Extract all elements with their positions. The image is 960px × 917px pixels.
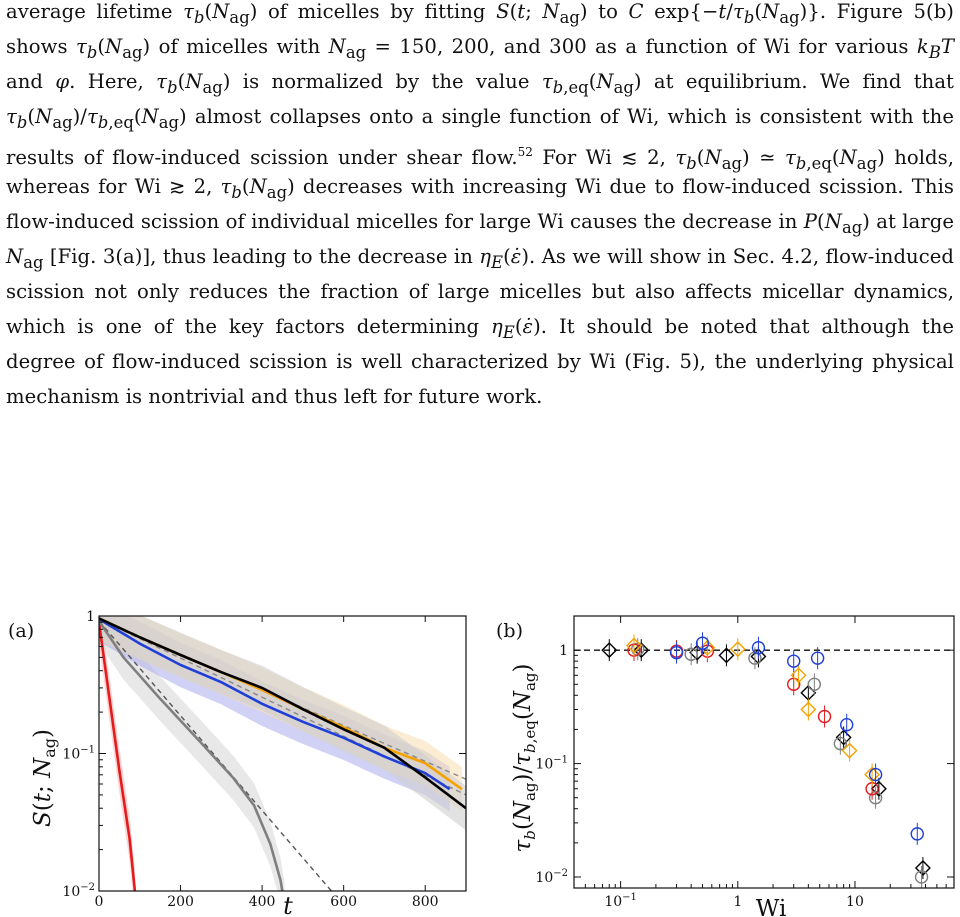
text-line-4: τb(Nag)/τb,eq(Nag) almost collapses onto…: [6, 105, 954, 132]
marker-s1-p3: [807, 677, 822, 691]
marker-s0-p8: [914, 860, 931, 877]
marker-s3-p3: [790, 667, 807, 684]
marker-s0-p6: [835, 729, 852, 746]
marker-s4-p6: [868, 767, 883, 782]
axes-frame-b: [573, 615, 955, 889]
x-axis-label-a: t: [283, 892, 293, 917]
text-line-3: and φ. Here, τb(Nag) is normalized by th…: [6, 70, 954, 97]
figure-5b: (b) 10−1 1 10 1 10−1 10−2 Wi τb(Nag)/τb,eq(Na…: [496, 615, 955, 917]
text-line-5: results of flow-induced scission under s…: [6, 145, 955, 173]
x-axis-label-b: Wi: [756, 896, 787, 917]
marker-s4-p7: [910, 827, 924, 841]
marker-s3-p5: [841, 742, 858, 759]
y-tick-label-a-0: 1: [86, 609, 95, 625]
x-tick-label-a-3: 600: [330, 894, 357, 910]
marker-s0-p3: [718, 647, 735, 664]
x-tick-label-b-2: 10: [846, 894, 864, 910]
series-line-4: [99, 617, 466, 810]
marker-s0-p0: [601, 642, 618, 659]
y-tick-label-a-1: 10−1: [62, 745, 95, 763]
y-axis-label-b: τb(Nag)/τb,eq(Nag): [510, 664, 539, 853]
text-line-2: shows τb(Nag) of micelles with Nag = 150…: [6, 35, 954, 62]
x-tick-label-a-0: 0: [95, 894, 104, 910]
marker-s3-p6: [864, 766, 881, 783]
text-line-9: scission not only reduces the fraction o…: [6, 280, 954, 303]
x-tick-label-a-1: 200: [167, 894, 194, 910]
x-tick-label-b-1: 1: [733, 894, 742, 910]
text-line-6: whereas for Wi ≳ 2, τb(Nag) decreases wi…: [6, 175, 955, 202]
text-line-10: which is one of the key factors determin…: [6, 315, 955, 342]
marker-s3-p0: [625, 637, 642, 654]
text-line-8: Nag [Fig. 3(a)], thus leading to the dec…: [6, 245, 954, 272]
text-line-12: mechanism is nontrivial and thus left fo…: [6, 385, 543, 408]
y-axis-label-a: S(t; Nag): [30, 729, 59, 827]
marker-s4-p2: [751, 641, 766, 655]
fit-line-1: [99, 618, 466, 796]
marker-s4-p4: [810, 651, 825, 665]
marker-s4-p5: [840, 718, 854, 732]
plot-area-b: 10−1 1 10 1 10−1 10−2: [535, 615, 955, 910]
y-tick-label-a-2: 10−2: [62, 882, 95, 900]
confidence-band-1: [99, 616, 285, 891]
panel-label-a: (a): [8, 620, 34, 642]
marker-s4-p0: [669, 645, 684, 660]
marker-s1-p5: [868, 791, 883, 805]
y-tick-label-b-0: 1: [559, 643, 568, 659]
marker-s4-p1: [695, 636, 710, 650]
series-line-2: [99, 617, 451, 791]
marker-s3-p2: [729, 641, 746, 658]
y-tick-label-b-1: 10−1: [535, 755, 568, 773]
marker-s0-p7: [870, 780, 887, 797]
marker-s0-p1: [633, 642, 650, 659]
series-group-a: [99, 616, 466, 891]
x-tick-label-a-4: 800: [412, 894, 439, 910]
marker-s1-p4: [833, 736, 848, 751]
marker-s1-p1: [684, 647, 698, 661]
text-line-1: average lifetime τb(Nag) of micelles by …: [6, 0, 955, 27]
marker-s3-p4: [800, 701, 817, 718]
series-line-0: [99, 622, 137, 891]
text-line-11: degree of flow-induced scission is well …: [6, 350, 954, 373]
x-tick-label-b-0: 10−1: [604, 892, 637, 910]
x-tick-label-a-2: 400: [249, 894, 276, 910]
text-line-7: flow-induced scission of individual mice…: [6, 210, 955, 237]
confidence-band-4: [99, 616, 466, 831]
y-tick-label-b-2: 10−2: [535, 868, 568, 886]
figure-5a: (a) 0 200 400 600 800 1 10−1 10−2 t S(t; Nag): [8, 609, 467, 917]
marker-s4-p3: [787, 654, 801, 668]
plot-area-a: 0 200 400 600 800 1 10−1 10−2: [62, 609, 467, 910]
marker-s1-p6: [914, 870, 929, 884]
panel-label-b: (b): [496, 620, 523, 642]
marker-s2-p4: [817, 709, 832, 724]
series-line-1: [99, 620, 284, 891]
